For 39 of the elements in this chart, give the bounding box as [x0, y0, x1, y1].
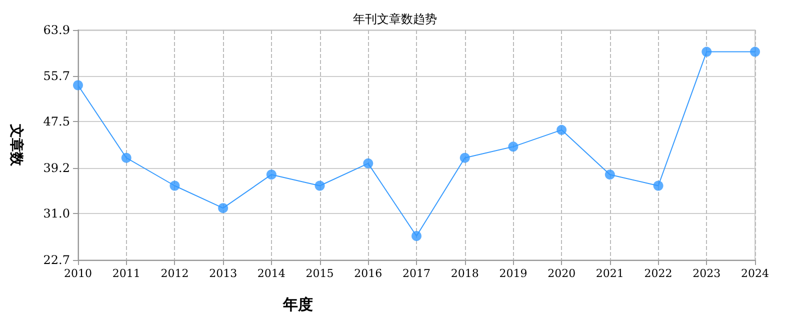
x-tick-label: 2017 [402, 267, 430, 280]
x-tick-label: 2015 [306, 267, 334, 280]
y-axis-title: 文章数 [8, 123, 25, 167]
x-tick-label: 2013 [209, 267, 238, 280]
x-tick-label: 2011 [112, 267, 140, 280]
y-tick-label: 55.7 [43, 68, 70, 83]
point [363, 158, 374, 168]
x-tick-label: 2010 [64, 267, 92, 280]
y-tick-label: 22.7 [43, 253, 70, 267]
x-tick-label: 2023 [692, 267, 721, 280]
x-tick-label: 2014 [257, 267, 286, 280]
point [412, 230, 422, 241]
x-axis-title: 年度 [282, 296, 313, 314]
point [460, 152, 470, 163]
x-tick-label: 2012 [160, 267, 189, 280]
point [170, 180, 180, 191]
x-tick-label: 2020 [548, 267, 576, 280]
x-tick-label: 2021 [596, 267, 624, 280]
point [73, 80, 83, 90]
x-tick-label: 2016 [354, 267, 382, 280]
point [121, 152, 132, 163]
point [508, 142, 518, 152]
x-tick-label: 2022 [644, 267, 672, 280]
y-tick-label: 39.2 [43, 160, 70, 175]
point [604, 170, 615, 180]
y-tick-label: 63.9 [43, 23, 70, 37]
chart-title: 年刊文章数趋势 [353, 12, 437, 26]
point [266, 170, 276, 180]
point [702, 46, 712, 57]
x-tick-label: 2019 [499, 267, 528, 280]
y-tick-label: 31.0 [43, 206, 70, 221]
point [653, 180, 664, 191]
y-tick-label: 47.5 [43, 114, 70, 129]
point [556, 124, 567, 135]
x-tick-label: 2024 [741, 267, 769, 280]
point [218, 203, 228, 214]
point [314, 180, 325, 191]
x-tick-label: 2018 [450, 267, 479, 280]
point [750, 46, 760, 57]
